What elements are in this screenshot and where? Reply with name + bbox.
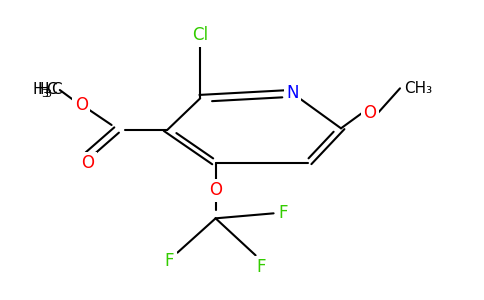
Text: O: O — [81, 154, 94, 172]
Text: CH₃: CH₃ — [404, 81, 432, 96]
Text: 3: 3 — [44, 89, 51, 99]
FancyBboxPatch shape — [20, 82, 58, 98]
Text: C: C — [51, 82, 61, 98]
Text: H: H — [32, 82, 44, 98]
Text: H: H — [38, 82, 49, 98]
Text: F: F — [279, 204, 288, 222]
Text: N: N — [287, 84, 299, 102]
Text: O: O — [75, 96, 88, 114]
Text: C: C — [46, 82, 57, 98]
Text: F: F — [165, 252, 174, 270]
Text: 3: 3 — [41, 89, 48, 99]
Text: O: O — [209, 181, 222, 199]
Text: O: O — [363, 104, 376, 122]
Text: F: F — [257, 258, 266, 276]
Text: Cl: Cl — [192, 26, 208, 44]
